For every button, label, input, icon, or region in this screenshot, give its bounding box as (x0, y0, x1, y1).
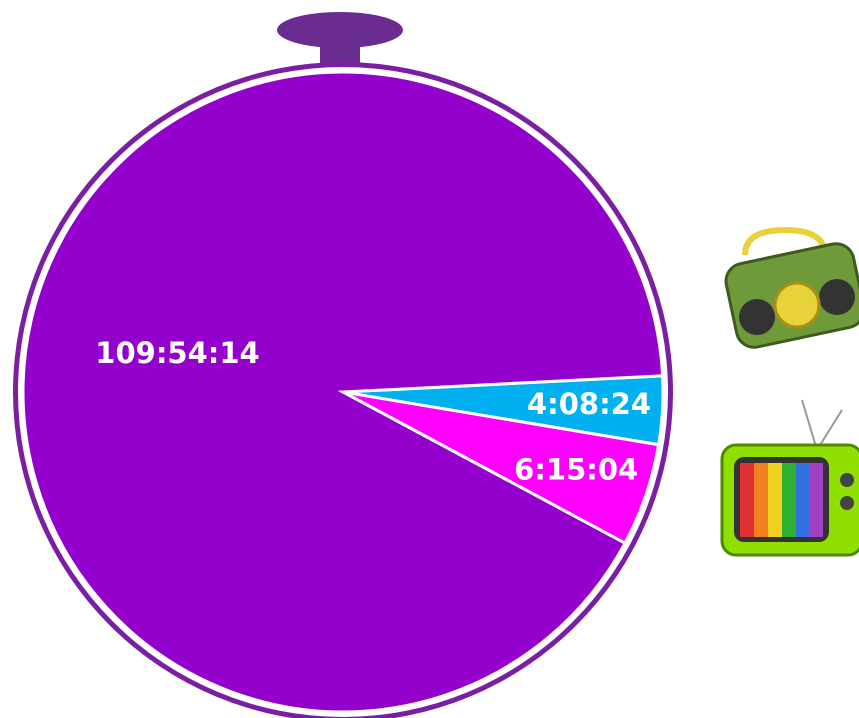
radio-speaker (739, 299, 775, 335)
slice-label: 109:54:14 (95, 336, 259, 370)
tv-knob (840, 473, 854, 487)
tv-icon (720, 399, 859, 557)
knob-cap (277, 12, 403, 48)
tv-stripe (768, 463, 782, 537)
tv-stripe (810, 463, 823, 537)
pie (21, 70, 665, 714)
tv-stripe (740, 463, 754, 537)
tv-stripe (782, 463, 796, 537)
tv-stripe (796, 463, 810, 537)
tv-knob (840, 496, 854, 510)
radio-icon (724, 226, 859, 349)
radio-handle (742, 226, 828, 256)
pie-labels: 4:08:24 6:15:04 109:54:14 (95, 336, 651, 487)
tv-antenna (816, 409, 843, 451)
stopwatch-knob (277, 12, 403, 68)
slice-label: 6:15:04 (514, 453, 638, 487)
pie-slice (21, 70, 665, 714)
tv-stripe (754, 463, 768, 537)
radio-deck (773, 281, 821, 329)
tv-antenna (801, 399, 818, 451)
slice-label: 4:08:24 (527, 387, 651, 421)
radio-speaker (819, 279, 855, 315)
